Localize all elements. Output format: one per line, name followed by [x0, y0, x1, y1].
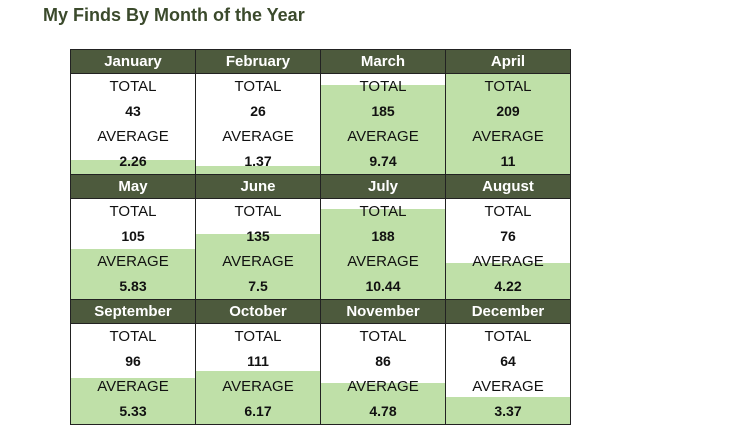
total-value: 43	[125, 103, 141, 119]
month-cell: September TOTAL 96 AVERAGE 5.33	[71, 300, 195, 424]
total-fill-bar	[71, 160, 195, 174]
average-value: 5.33	[119, 403, 147, 419]
average-value: 4.78	[369, 403, 397, 419]
average-value: 9.74	[369, 153, 397, 169]
total-fill-bar	[196, 234, 320, 299]
month-name: July	[321, 175, 445, 199]
month-name: January	[71, 50, 195, 74]
total-value: 105	[121, 228, 145, 244]
total-fill-bar	[196, 166, 320, 174]
total-value: 209	[496, 103, 520, 119]
month-grid: January TOTAL 43 AVERAGE 2.26 February T…	[70, 49, 571, 425]
average-label: AVERAGE	[472, 378, 544, 395]
average-value: 3.37	[494, 403, 522, 419]
average-label: AVERAGE	[347, 253, 419, 270]
month-name: March	[321, 50, 445, 74]
total-label: TOTAL	[484, 78, 532, 95]
total-fill-bar	[446, 397, 570, 424]
month-name: May	[71, 175, 195, 199]
total-label: TOTAL	[484, 328, 532, 345]
total-fill-bar	[71, 249, 195, 299]
average-label: AVERAGE	[472, 128, 544, 145]
month-name: February	[196, 50, 320, 74]
total-label: TOTAL	[484, 203, 532, 220]
total-value: 64	[500, 353, 516, 369]
total-value: 76	[500, 228, 516, 244]
month-cell: November TOTAL 86 AVERAGE 4.78	[321, 300, 445, 424]
page-title: My Finds By Month of the Year	[43, 5, 305, 25]
month-cell: February TOTAL 26 AVERAGE 1.37	[196, 50, 320, 174]
month-cell: July TOTAL 188 AVERAGE 10.44	[321, 175, 445, 299]
month-cell: October TOTAL 111 AVERAGE 6.17	[196, 300, 320, 424]
total-value: 135	[246, 228, 270, 244]
total-fill-bar	[321, 85, 445, 174]
average-value: 5.83	[119, 278, 147, 294]
total-label: TOTAL	[109, 328, 157, 345]
average-value: 1.37	[244, 153, 272, 169]
total-fill-bar	[446, 263, 570, 299]
month-name: June	[196, 175, 320, 199]
month-name: December	[446, 300, 570, 324]
total-label: TOTAL	[109, 78, 157, 95]
average-label: AVERAGE	[222, 253, 294, 270]
month-cell: June TOTAL 135 AVERAGE 7.5	[196, 175, 320, 299]
total-label: TOTAL	[359, 203, 407, 220]
month-name: October	[196, 300, 320, 324]
total-value: 188	[371, 228, 395, 244]
average-label: AVERAGE	[97, 128, 169, 145]
total-value: 96	[125, 353, 141, 369]
total-fill-bar	[196, 371, 320, 424]
total-fill-bar	[321, 209, 445, 299]
average-value: 11	[500, 153, 516, 169]
total-value: 86	[375, 353, 391, 369]
total-label: TOTAL	[234, 203, 282, 220]
month-name: April	[446, 50, 570, 74]
average-label: AVERAGE	[222, 378, 294, 395]
month-cell: August TOTAL 76 AVERAGE 4.22	[446, 175, 570, 299]
total-label: TOTAL	[234, 328, 282, 345]
total-label: TOTAL	[359, 328, 407, 345]
average-value: 6.17	[244, 403, 272, 419]
average-value: 10.44	[365, 278, 401, 294]
average-value: 4.22	[494, 278, 522, 294]
total-label: TOTAL	[359, 78, 407, 95]
month-cell: December TOTAL 64 AVERAGE 3.37	[446, 300, 570, 424]
average-label: AVERAGE	[347, 128, 419, 145]
total-value: 26	[250, 103, 266, 119]
month-cell: April TOTAL 209 AVERAGE 11	[446, 50, 570, 174]
average-value: 7.5	[248, 278, 268, 294]
total-fill-bar	[321, 383, 445, 424]
total-value: 185	[371, 103, 395, 119]
month-name: September	[71, 300, 195, 324]
total-value: 111	[247, 353, 269, 369]
average-label: AVERAGE	[97, 253, 169, 270]
average-value: 2.26	[119, 153, 147, 169]
total-fill-bar	[71, 378, 195, 424]
total-fill-bar	[446, 74, 570, 174]
month-cell: May TOTAL 105 AVERAGE 5.83	[71, 175, 195, 299]
month-name: August	[446, 175, 570, 199]
month-cell: January TOTAL 43 AVERAGE 2.26	[71, 50, 195, 174]
average-label: AVERAGE	[347, 378, 419, 395]
month-cell: March TOTAL 185 AVERAGE 9.74	[321, 50, 445, 174]
average-label: AVERAGE	[472, 253, 544, 270]
month-name: November	[321, 300, 445, 324]
average-label: AVERAGE	[97, 378, 169, 395]
total-label: TOTAL	[109, 203, 157, 220]
total-label: TOTAL	[234, 78, 282, 95]
average-label: AVERAGE	[222, 128, 294, 145]
